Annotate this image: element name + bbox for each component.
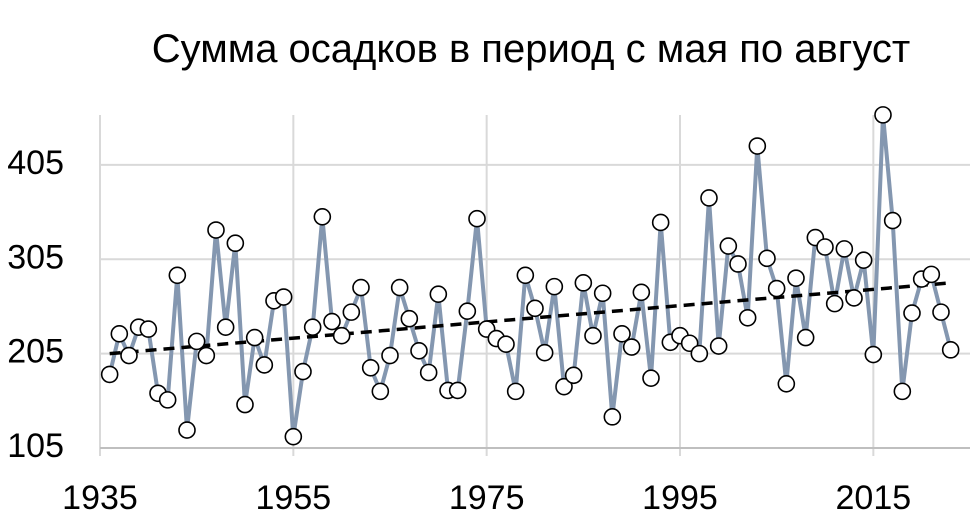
data-point xyxy=(787,269,805,287)
data-point xyxy=(709,337,728,355)
data-point xyxy=(642,369,660,387)
data-point xyxy=(197,346,216,365)
data-point xyxy=(545,277,564,296)
gridlines xyxy=(99,115,970,456)
data-point xyxy=(381,346,399,365)
x-tick-label: 1935 xyxy=(62,479,138,517)
data-point xyxy=(632,283,651,302)
data-point xyxy=(400,309,419,328)
chart-title: Сумма осадков в период с мая по август xyxy=(152,27,910,71)
data-point xyxy=(690,344,709,363)
data-point xyxy=(622,338,641,356)
data-point xyxy=(342,303,361,321)
data-point xyxy=(932,303,950,321)
data-point xyxy=(535,343,554,362)
data-point xyxy=(796,328,815,347)
data-point xyxy=(874,106,892,124)
data-point xyxy=(758,249,776,268)
data-point xyxy=(516,266,535,285)
data-point xyxy=(903,304,921,322)
trend-line-group xyxy=(109,281,951,356)
data-point xyxy=(497,335,515,353)
data-point xyxy=(245,328,264,347)
y-tick-label: 105 xyxy=(7,427,64,465)
x-tick-label: 1955 xyxy=(256,479,332,517)
data-point xyxy=(883,211,902,230)
data-point xyxy=(845,289,863,307)
data-point xyxy=(294,362,312,381)
data-point xyxy=(178,421,196,439)
data-point xyxy=(574,274,593,292)
x-tick-label: 1995 xyxy=(642,479,718,517)
data-point xyxy=(120,346,138,365)
data-point xyxy=(651,213,670,232)
data-point xyxy=(777,375,796,393)
data-point xyxy=(303,318,322,337)
y-axis-labels: 105 205 305 405 xyxy=(7,144,64,465)
data-point xyxy=(526,299,544,318)
data-point xyxy=(207,221,225,239)
data-point xyxy=(284,427,303,446)
x-axis-labels: 1935 1955 1975 1995 2015 xyxy=(62,479,911,517)
data-point xyxy=(700,189,718,207)
data-point xyxy=(825,294,844,313)
data-point xyxy=(429,285,448,303)
data-point xyxy=(864,345,883,364)
data-point xyxy=(216,318,235,337)
data-point xyxy=(893,382,912,401)
y-tick-label: 405 xyxy=(7,144,64,182)
y-tick-label: 205 xyxy=(7,333,64,371)
data-point xyxy=(603,408,622,426)
data-point xyxy=(390,278,409,297)
data-point xyxy=(187,332,206,351)
data-point xyxy=(332,326,351,345)
data-point xyxy=(468,209,486,228)
x-tick-label: 2015 xyxy=(836,479,912,517)
data-point xyxy=(158,391,177,409)
data-point xyxy=(226,234,245,253)
data-point xyxy=(584,326,602,345)
data-point xyxy=(767,279,786,298)
data-point xyxy=(419,363,438,382)
data-point xyxy=(458,302,477,320)
data-point xyxy=(593,284,612,303)
data-point xyxy=(555,377,573,396)
data-point xyxy=(139,320,158,338)
data-point xyxy=(236,395,254,414)
x-tick-label: 1975 xyxy=(449,479,525,517)
data-point xyxy=(255,356,274,374)
data-point xyxy=(110,325,129,343)
data-point xyxy=(748,137,767,155)
data-points xyxy=(100,106,960,446)
data-point xyxy=(313,208,332,226)
data-point xyxy=(613,325,631,343)
data-point xyxy=(854,251,873,270)
data-point xyxy=(100,365,119,384)
data-point xyxy=(352,278,370,297)
data-point xyxy=(719,237,738,255)
data-point xyxy=(738,308,757,327)
data-point xyxy=(835,240,854,258)
data-point xyxy=(410,342,428,360)
data-point xyxy=(564,366,583,385)
y-tick-label: 305 xyxy=(7,238,64,276)
series-line xyxy=(107,112,953,439)
data-point xyxy=(729,255,747,273)
data-point xyxy=(941,341,960,359)
data-point xyxy=(323,312,341,331)
trend-line xyxy=(109,281,951,356)
data-point xyxy=(448,381,467,400)
data-point xyxy=(506,382,525,401)
data-point xyxy=(922,265,941,284)
data-point xyxy=(168,266,187,285)
series-line-group xyxy=(107,112,953,439)
data-point xyxy=(816,238,834,256)
data-point xyxy=(361,358,380,377)
data-point xyxy=(371,382,390,401)
data-point xyxy=(274,288,293,306)
